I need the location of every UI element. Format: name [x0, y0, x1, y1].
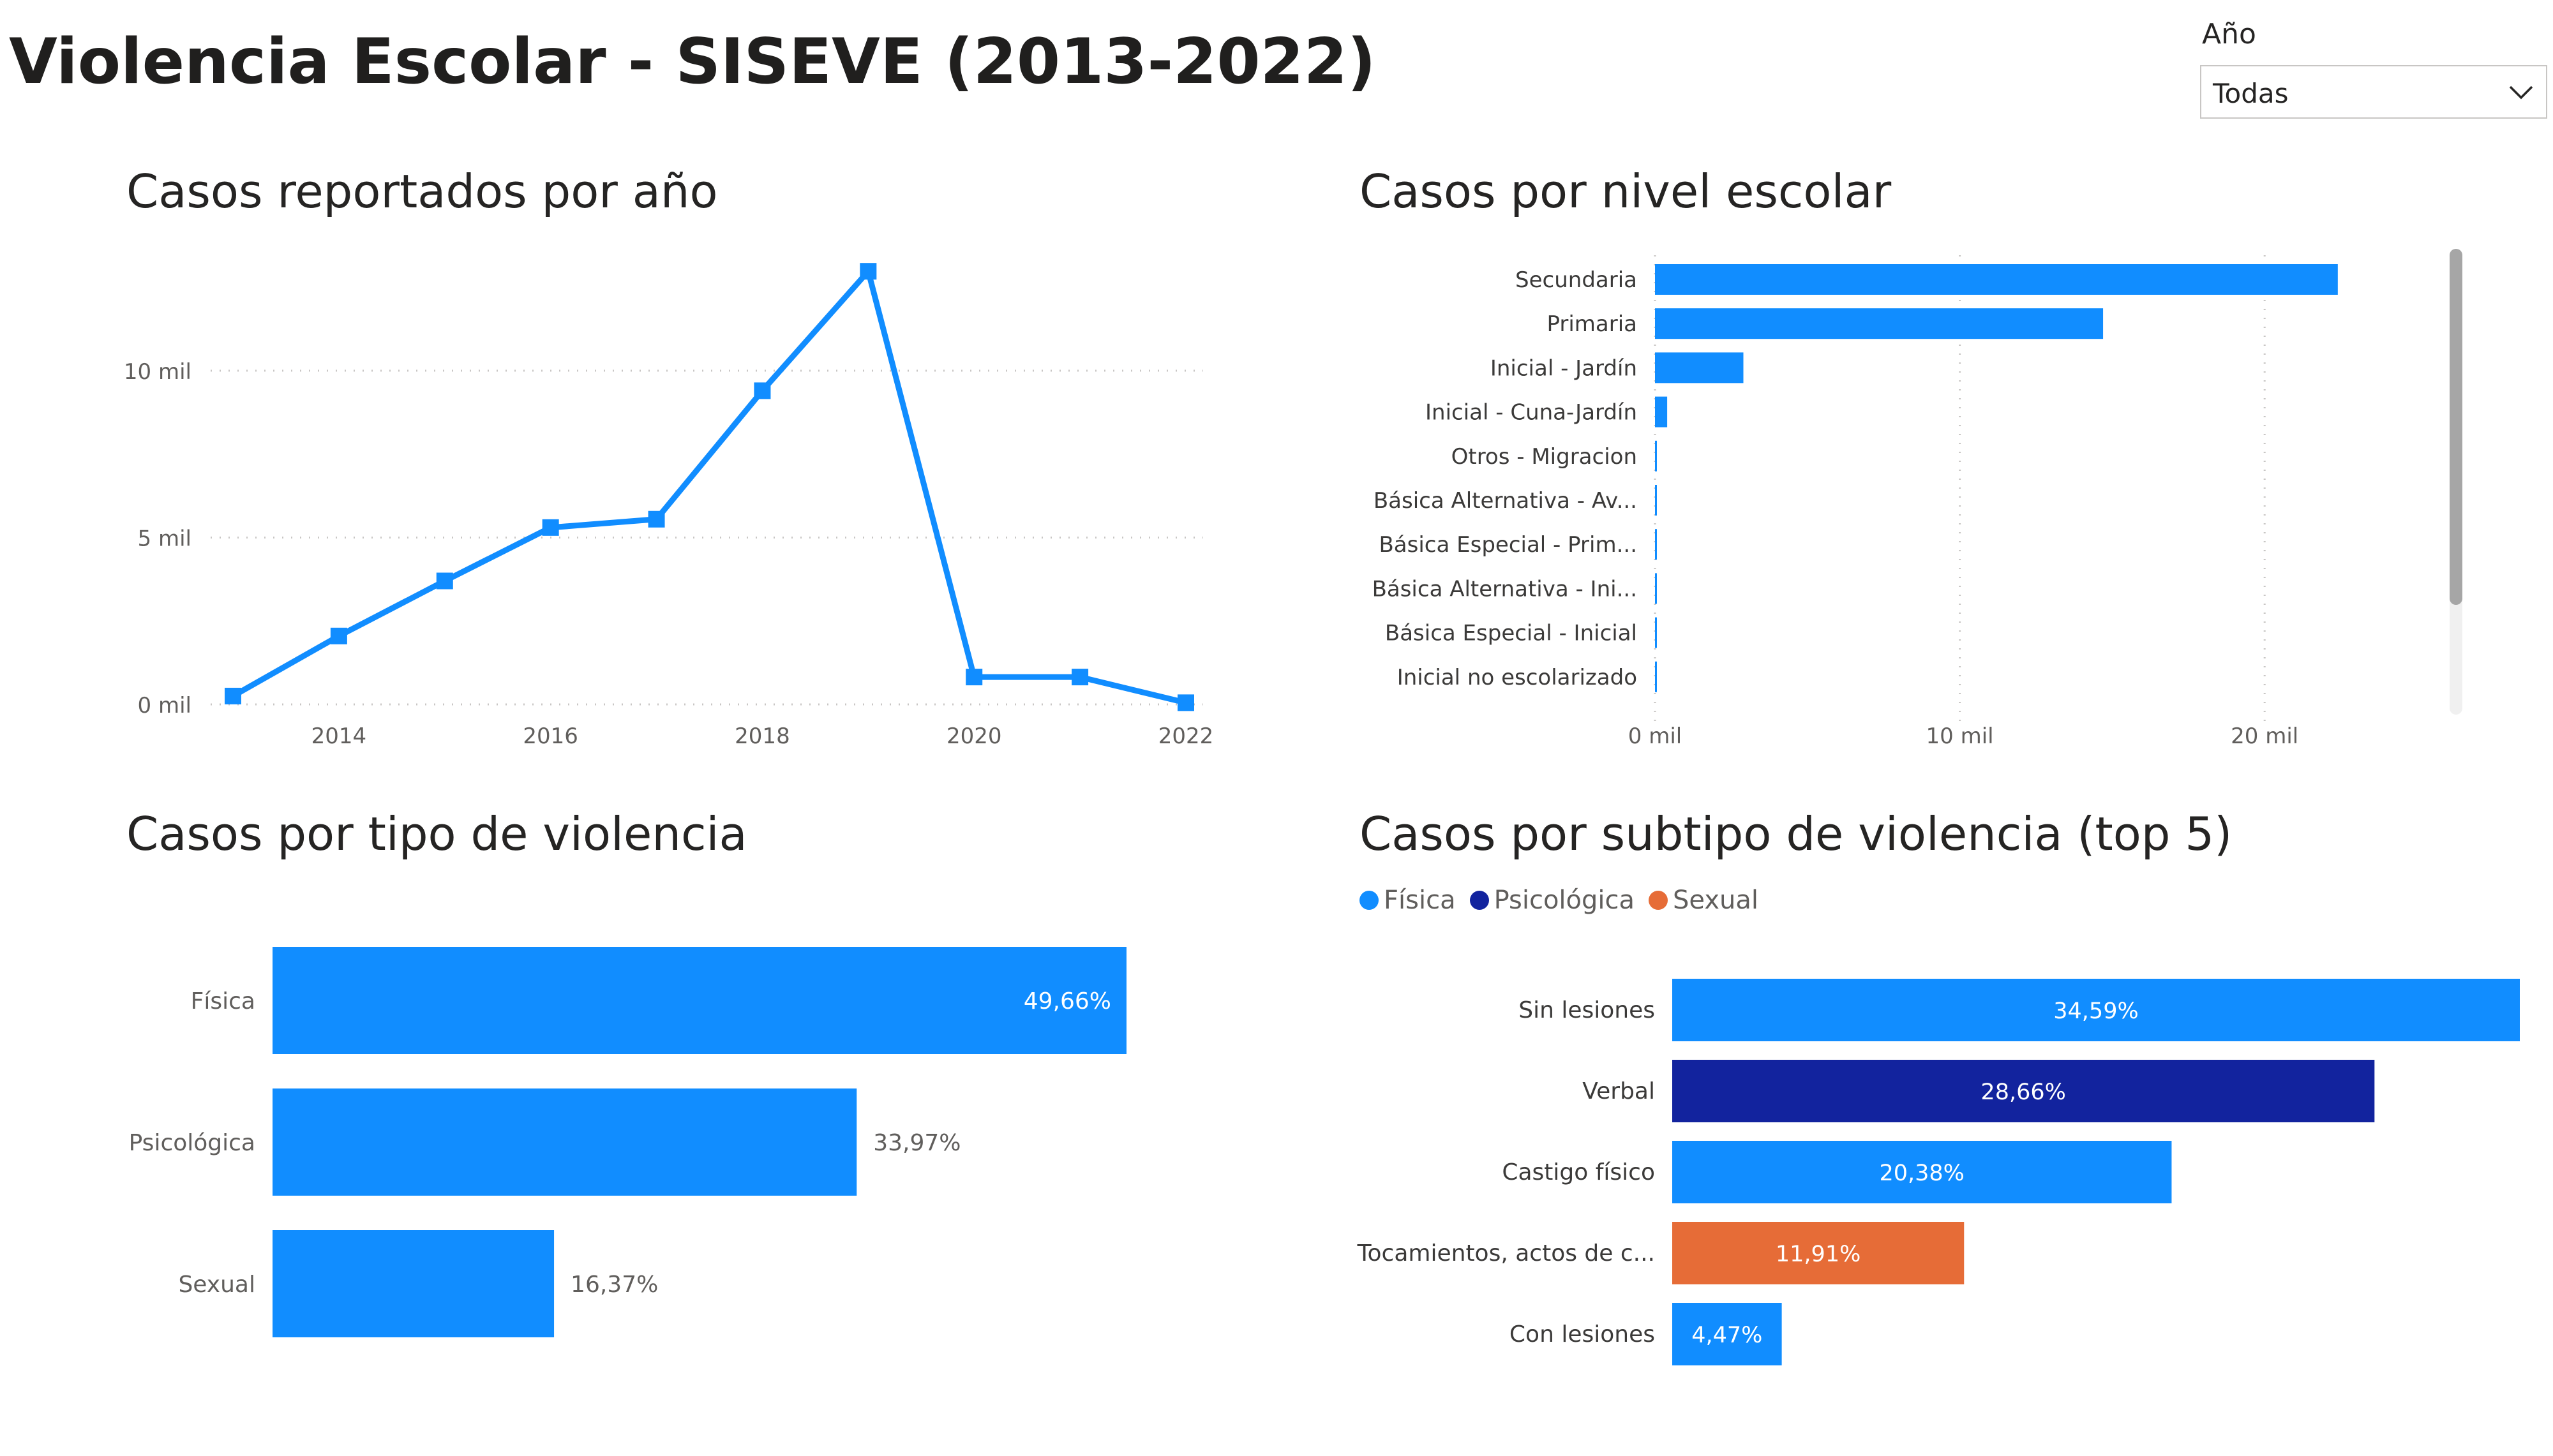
data-point-marker — [754, 382, 771, 399]
y-tick-label: 0 mil — [138, 693, 191, 718]
category-label: Tocamientos, actos de c... — [1357, 1240, 1655, 1267]
x-tick-label: 10 mil — [1926, 724, 1994, 749]
category-label: Inicial no escolarizado — [1397, 665, 1637, 690]
x-tick-label: 2016 — [523, 724, 578, 749]
data-label: 20,38% — [1879, 1161, 1964, 1186]
data-label: 4,47% — [1691, 1323, 1762, 1348]
category-label: Básica Especial - Prim... — [1379, 532, 1637, 558]
bar — [1655, 308, 2104, 339]
bar — [1655, 573, 1657, 604]
cases-by-year-line-chart[interactable]: 0 mil 5 mil 10 mil 2014 2016 2018 2020 2022 — [0, 217, 1264, 778]
x-tick-label: 2020 — [947, 724, 1002, 749]
category-label: Verbal — [1582, 1078, 1655, 1104]
legend-item-sexual[interactable]: Sexual — [1649, 886, 1758, 915]
bar — [1655, 617, 1657, 648]
category-label: Castigo físico — [1502, 1159, 1655, 1185]
legend-item-fisica[interactable]: Física — [1359, 886, 1456, 915]
legend-label-psicologica: Psicológica — [1494, 886, 1635, 915]
subtype-legend: Física Psicológica Sexual — [1359, 886, 1772, 915]
category-label: Básica Alternativa - Ini... — [1372, 576, 1637, 602]
bar — [1672, 1222, 1965, 1284]
data-label: 11,91% — [1776, 1242, 1860, 1267]
cases-by-level-bar-chart[interactable]: 0 mil 10 mil 20 mil Secundaria Primaria Inici… — [1276, 230, 2527, 778]
category-label: Primaria — [1546, 311, 1637, 337]
legend-dot-fisica — [1359, 891, 1379, 910]
x-tick-label: 2018 — [735, 724, 790, 749]
bar — [1655, 440, 1657, 472]
category-label: Inicial - Jardín — [1490, 355, 1637, 381]
data-label: 49,66% — [1024, 988, 1111, 1014]
bar — [1672, 1303, 1782, 1365]
bar — [273, 1088, 857, 1196]
data-point-marker — [1178, 694, 1194, 711]
category-label: Básica Alternativa - Av... — [1374, 488, 1637, 514]
legend-dot-sexual — [1649, 891, 1668, 910]
year-slicer-value: Todas — [2213, 78, 2289, 109]
level-chart-title: Casos por nivel escolar — [1359, 165, 1892, 218]
data-point-marker — [648, 510, 665, 528]
data-point-marker — [860, 263, 877, 280]
bar — [1672, 1060, 2375, 1122]
x-tick-label: 2022 — [1158, 724, 1214, 749]
bar — [1655, 264, 2338, 295]
bar — [1655, 396, 1668, 427]
year-slicer-label: Año — [2202, 18, 2256, 50]
subtype-chart-title: Casos por subtipo de violencia (top 5) — [1359, 807, 2233, 861]
data-point-marker — [542, 519, 559, 536]
category-label: Inicial - Cuna-Jardín — [1425, 400, 1637, 426]
chevron-down-icon[interactable] — [2505, 77, 2537, 111]
category-label: Secundaria — [1515, 267, 1637, 293]
category-label: Sexual — [178, 1272, 255, 1298]
category-label: Física — [191, 988, 255, 1014]
bar — [273, 947, 1127, 1054]
category-label: Psicológica — [129, 1130, 255, 1156]
scrollbar-thumb — [2450, 249, 2462, 605]
x-tick-label: 20 mil — [2231, 724, 2298, 749]
bar — [1655, 529, 1657, 560]
data-point-marker — [225, 687, 241, 704]
y-tick-label: 5 mil — [138, 526, 191, 552]
category-label: Sin lesiones — [1518, 997, 1655, 1023]
bar — [1672, 979, 2520, 1041]
page-title: Violencia Escolar - SISEVE (2013-2022) — [9, 26, 1376, 98]
data-label: 34,59% — [2053, 999, 2138, 1024]
y-tick-label: 10 mil — [124, 359, 191, 385]
type-chart-title: Casos por tipo de violencia — [126, 807, 747, 861]
data-point-marker — [966, 669, 983, 686]
cases-by-subtype-bar-chart[interactable]: Sin lesiones 34,59% Verbal 28,66% Castigo fí… — [1276, 957, 2547, 1391]
data-label: 16,37% — [571, 1272, 658, 1298]
data-point-marker — [330, 627, 347, 644]
legend-label-sexual: Sexual — [1673, 886, 1758, 915]
cases-by-type-bar-chart[interactable]: Física 49,66% Psicológica 33,97% Sexual 16,37… — [0, 919, 1264, 1365]
category-label: Básica Especial - Inicial — [1385, 621, 1637, 646]
legend-label-fisica: Física — [1384, 886, 1456, 915]
data-point-marker — [436, 572, 453, 590]
category-label: Otros - Migracion — [1451, 444, 1637, 470]
line-chart-title: Casos reportados por año — [126, 165, 718, 218]
year-slicer-dropdown[interactable]: Todas — [2200, 65, 2547, 119]
legend-dot-psicologica — [1469, 891, 1489, 910]
series-line — [231, 268, 1187, 706]
bar — [1655, 352, 1744, 383]
category-label: Con lesiones — [1509, 1321, 1655, 1348]
x-tick-label: 0 mil — [1628, 724, 1682, 749]
data-point-marker — [1072, 669, 1089, 686]
bar — [1672, 1141, 2172, 1203]
bar — [1655, 485, 1657, 516]
bar — [1655, 661, 1657, 692]
bar — [273, 1230, 555, 1337]
x-tick-label: 2014 — [311, 724, 367, 749]
legend-item-psicologica[interactable]: Psicológica — [1469, 886, 1635, 915]
data-label: 33,97% — [873, 1130, 961, 1156]
data-label: 28,66% — [1980, 1080, 2065, 1105]
